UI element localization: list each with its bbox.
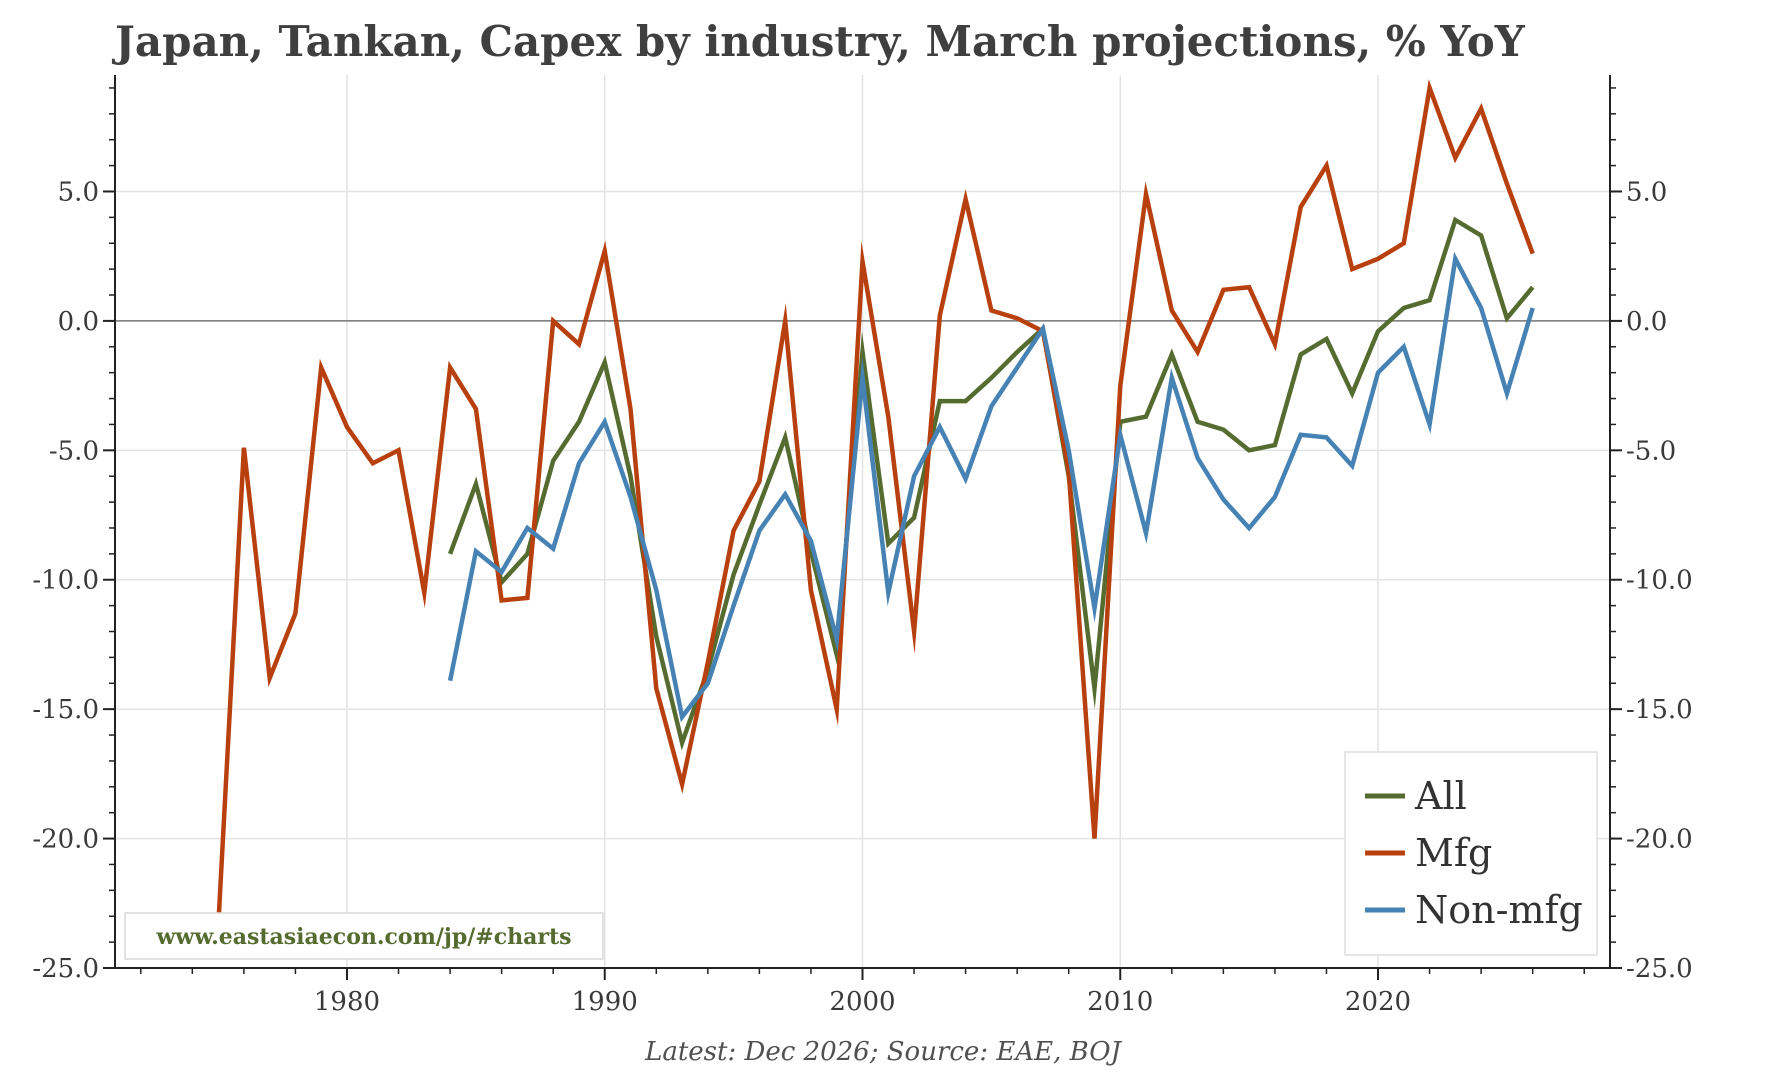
legend-label-mfg: Mfg xyxy=(1415,831,1492,875)
x-tick-label: 1990 xyxy=(572,987,638,1017)
legend: All Mfg Non-mfg xyxy=(1344,751,1598,956)
watermark-text: www.eastasiaecon.com/jp/#charts xyxy=(155,924,571,950)
series-line-mfg xyxy=(215,79,1535,930)
series-line-non-mfg xyxy=(447,251,1535,723)
series-line-all xyxy=(447,216,1535,751)
x-tick-label: 1980 xyxy=(314,987,380,1017)
y-tick-label-right: -5.0 xyxy=(1626,436,1676,466)
y-tick-label-right: 5.0 xyxy=(1626,177,1667,207)
y-tick-label-right: -15.0 xyxy=(1626,695,1693,725)
y-tick-label-left: -15.0 xyxy=(32,695,99,725)
legend-label-all: All xyxy=(1414,774,1467,818)
x-tick-label: 2000 xyxy=(829,987,895,1017)
y-tick-label-right: -25.0 xyxy=(1626,954,1693,984)
y-tick-label-left: -5.0 xyxy=(49,436,99,466)
watermark-group: www.eastasiaecon.com/jp/#charts xyxy=(124,912,604,960)
series-lines xyxy=(215,79,1535,930)
y-tick-label-left: 5.0 xyxy=(58,177,99,207)
y-tick-label-right: -10.0 xyxy=(1626,566,1693,596)
y-tick-label-right: -20.0 xyxy=(1626,825,1693,855)
legend-label-non-mfg: Non-mfg xyxy=(1415,888,1583,932)
source-footer: Latest: Dec 2026; Source: EAE, BOJ xyxy=(644,1037,1122,1067)
watermark-box xyxy=(124,912,604,960)
x-tick-label: 2010 xyxy=(1087,987,1153,1017)
axes: 5.0 5.0 0.0 0.0 -5.0 -5.0 -10.0 -10.0 -15.0 -15.0… xyxy=(32,75,1693,1017)
x-tick-label: 2020 xyxy=(1345,987,1411,1017)
y-tick-label-left: -25.0 xyxy=(32,954,99,984)
y-tick-label-left: -20.0 xyxy=(32,825,99,855)
chart-title: Japan, Tankan, Capex by industry, March … xyxy=(111,17,1526,66)
y-tick-label-left: -10.0 xyxy=(32,566,99,596)
y-tick-label-left: 0.0 xyxy=(58,307,99,337)
y-tick-label-right: 0.0 xyxy=(1626,307,1667,337)
